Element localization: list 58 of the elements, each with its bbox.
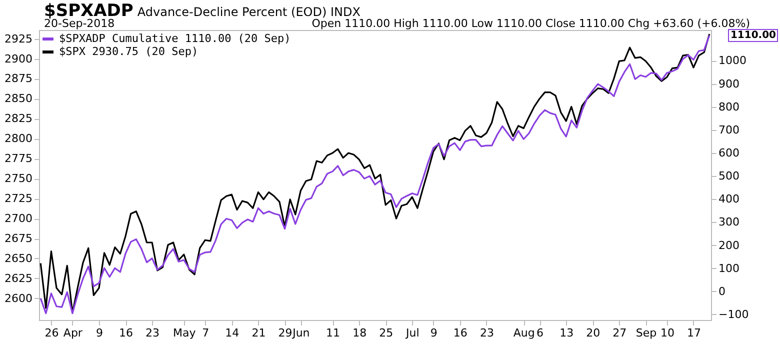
x-tick-label: 13 — [560, 326, 574, 340]
x-tick-label: 23 — [146, 326, 160, 340]
y2-tick-label: 200 — [718, 238, 740, 252]
y2-tick-label: 500 — [718, 170, 740, 183]
y-tick-label: 2900 — [4, 52, 32, 66]
x-tick-label: 10 — [660, 326, 674, 340]
x-tick-label: 23 — [480, 326, 494, 340]
x-tick-label: 9 — [430, 326, 438, 340]
y2-tick-label: 1000 — [718, 54, 746, 68]
x-tick-label: 11 — [326, 326, 340, 340]
y-tick-label: 2800 — [4, 132, 32, 146]
text: 20-Sep-2018 — [44, 17, 115, 30]
y-tick-label: 2750 — [4, 172, 32, 186]
x-tick-label: 25 — [379, 326, 394, 340]
text: 1110.00 — [728, 29, 778, 42]
y2-tick-label: 300 — [718, 216, 740, 229]
y-tick-label: 2925 — [4, 32, 32, 46]
legend-label: $SPX 2930.75 (20 Sep) — [59, 45, 198, 58]
y-tick-label: 2625 — [4, 272, 32, 285]
y2-tick-label: 700 — [718, 123, 740, 136]
y2-tick-label: 0 — [718, 284, 726, 298]
x-tick-label: Jun — [292, 326, 310, 340]
y-tick-label: 2875 — [4, 72, 32, 86]
y-tick-label: 2600 — [4, 292, 32, 305]
x-tick-label: Aug — [513, 326, 535, 340]
y2-tick-label: 100 — [718, 262, 740, 275]
x-tick-label: 16 — [119, 326, 134, 340]
y-tick-label: 2825 — [4, 112, 32, 126]
y-tick-label: 2650 — [4, 252, 32, 265]
y-tick-label: 2675 — [4, 232, 32, 246]
y2-tick-label: 400 — [718, 192, 740, 206]
y-tick-label: 2850 — [4, 92, 32, 106]
x-tick-label: 27 — [612, 326, 627, 340]
x-tick-label: 29 — [278, 326, 292, 340]
x-tick-label: Sep — [636, 326, 657, 340]
x-tick-label: 7 — [202, 326, 210, 340]
y-tick-label: 2775 — [4, 152, 32, 166]
x-tick-label: 21 — [252, 326, 266, 340]
y-tick-label: 2700 — [4, 212, 32, 226]
y2-tick-label: 800 — [718, 100, 740, 114]
x-tick-label: Jul — [405, 326, 420, 340]
x-tick-label: Apr — [63, 326, 83, 340]
x-tick-label: 17 — [686, 326, 701, 340]
y-tick-label: 2725 — [4, 192, 32, 206]
y2-tick-label: 900 — [718, 77, 740, 90]
x-tick-label: 20 — [586, 326, 600, 340]
legend-label: $SPXADP Cumulative 1110.00 (20 Sep) — [59, 32, 291, 45]
x-tick-label: 18 — [352, 326, 367, 340]
x-tick-label: May — [173, 326, 196, 340]
chart-subtitle: Advance-Decline Percent (EOD) INDX — [137, 5, 360, 19]
text: Open 1110.00 High 1110.00 Low 1110.00 Close 1110.00 Chg +63.60 (+6.08%) — [312, 17, 750, 30]
y2-tick-label: 600 — [718, 146, 740, 160]
x-tick-label: 16 — [453, 326, 468, 340]
x-tick-label: 26 — [44, 326, 59, 340]
x-tick-label: 9 — [96, 326, 103, 340]
x-tick-label: 6 — [536, 326, 544, 340]
y2-tick-label: −100 — [718, 308, 749, 321]
x-tick-label: 14 — [225, 326, 240, 340]
